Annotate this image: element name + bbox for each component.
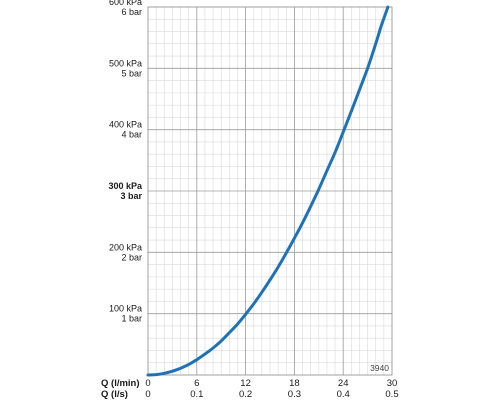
x-tick-label-ls: 0.5 <box>385 389 398 400</box>
pressure-loss-curve <box>146 5 390 377</box>
figure-code-label: 3940 <box>370 363 389 373</box>
x-tick-label-ls: 0.2 <box>239 389 252 400</box>
x-tick-label-ls: 0 <box>145 389 150 400</box>
x-tick-label-lmin: 12 <box>240 378 251 389</box>
x-tick-label-lmin: 18 <box>289 378 300 389</box>
y-tick-label-kpa: 100 kPa <box>109 304 142 314</box>
y-tick-label-bar: 6 bar <box>121 7 142 17</box>
x-tick-label-lmin: 24 <box>338 378 349 389</box>
y-tick-label-bar: 3 bar <box>120 191 142 201</box>
x-axis-labels: 0 6 12 18 24 30 0 0.1 0.2 0.3 0.4 0.5 <box>145 378 398 400</box>
x-axis-label-lmin: Q (l/min) <box>101 378 140 389</box>
major-grid <box>148 7 392 375</box>
y-tick-label-kpa: 500 kPa <box>109 58 142 68</box>
y-tick-label-kpa: 200 kPa <box>109 242 142 252</box>
y-tick-label-bar: 1 bar <box>121 314 142 324</box>
y-tick-label-kpa: 400 kPa <box>109 120 142 130</box>
y-tick-label-kpa: 300 kPa <box>108 181 143 191</box>
y-tick-label-bar: 2 bar <box>121 252 142 262</box>
plot-frame <box>147 6 393 376</box>
x-tick-label-lmin: 30 <box>387 378 398 389</box>
x-tick-label-ls: 0.1 <box>190 389 203 400</box>
x-tick-label-ls: 0.3 <box>288 389 301 400</box>
y-tick-label-kpa: 600 kPa <box>109 0 142 7</box>
x-tick-label-lmin: 0 <box>145 378 150 389</box>
x-axis-label-ls: Q (l/s) <box>101 389 128 400</box>
x-tick-label-ls: 0.4 <box>337 389 350 400</box>
y-tick-label-bar: 5 bar <box>121 68 142 78</box>
x-tick-label-lmin: 6 <box>194 378 199 389</box>
y-tick-label-bar: 4 bar <box>121 130 142 140</box>
